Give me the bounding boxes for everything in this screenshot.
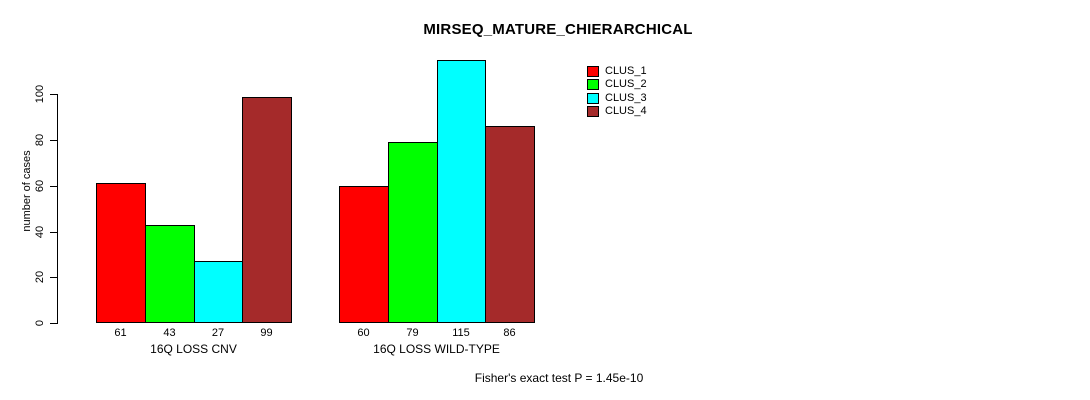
y-tick-label: 100 — [34, 84, 46, 104]
y-tick-label: 20 — [34, 270, 46, 284]
legend-swatch-icon — [587, 93, 599, 104]
bar-value-label: 27 — [211, 327, 225, 339]
legend-item-clus_1: CLUS_1 — [587, 65, 647, 78]
group-label: 16Q LOSS CNV — [150, 342, 237, 356]
bar-value-label: 86 — [503, 327, 516, 339]
legend-item-clus_4: CLUS_4 — [587, 105, 647, 118]
bar-clus_2-1 — [145, 225, 195, 323]
footer-annotation: Fisher's exact test P = 1.45e-10 — [474, 371, 644, 385]
y-axis-line — [57, 94, 58, 324]
y-tick — [50, 232, 57, 233]
bar-clus_3-1 — [194, 261, 243, 323]
bar-clus_4-1 — [242, 97, 292, 323]
legend-label: CLUS_4 — [605, 105, 647, 117]
legend-item-clus_2: CLUS_2 — [587, 78, 647, 91]
bar-value-label: 79 — [406, 327, 419, 339]
legend-swatch-icon — [587, 79, 599, 90]
y-tick — [50, 323, 57, 324]
bar-value-label: 61 — [114, 327, 127, 339]
bar-value-label: 115 — [452, 327, 470, 339]
bar-clus_1-1 — [96, 183, 146, 323]
legend-label: CLUS_3 — [605, 92, 647, 104]
y-tick — [50, 186, 57, 187]
y-tick — [50, 277, 57, 278]
legend-swatch-icon — [587, 66, 599, 77]
bar-clus_3-2 — [437, 60, 486, 323]
bar-value-label: 99 — [260, 327, 273, 339]
legend: CLUS_1 CLUS_2 CLUS_3 CLUS_4 — [587, 65, 707, 125]
y-tick-label: 0 — [34, 319, 46, 327]
chart-title: MIRSEQ_MATURE_CHIERARCHICAL — [423, 21, 693, 38]
bar-clus_1-2 — [339, 186, 389, 323]
y-tick-label: 60 — [34, 179, 46, 193]
bar-value-label: 60 — [357, 327, 370, 339]
y-tick-label: 80 — [34, 133, 46, 147]
y-tick-label: 40 — [34, 225, 46, 239]
y-axis-label: number of cases — [21, 150, 33, 232]
bar-clus_4-2 — [485, 126, 535, 323]
legend-swatch-icon — [587, 106, 599, 117]
bar-value-label: 43 — [163, 327, 176, 339]
legend-label: CLUS_2 — [605, 78, 647, 90]
bar-clus_2-2 — [388, 142, 438, 323]
group-label: 16Q LOSS WILD-TYPE — [373, 342, 500, 356]
y-tick — [50, 94, 57, 95]
y-tick — [50, 140, 57, 141]
legend-label: CLUS_1 — [605, 65, 647, 77]
legend-item-clus_3: CLUS_3 — [587, 92, 647, 105]
